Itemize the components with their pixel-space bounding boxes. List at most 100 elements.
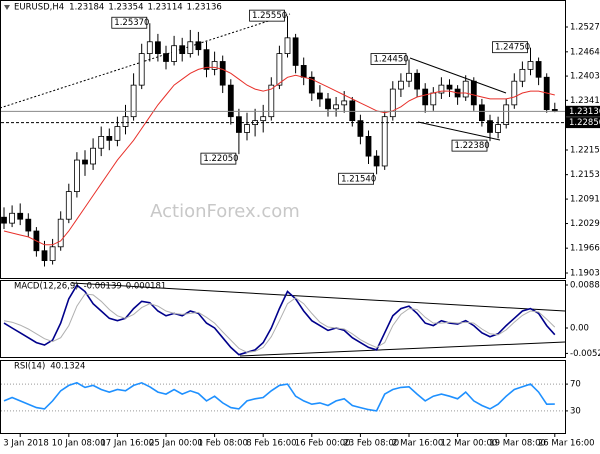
- annotation-box: [370, 53, 407, 65]
- candle-body: [154, 41, 161, 55]
- candle-body: [462, 80, 469, 98]
- macd-trend-line: [239, 341, 566, 357]
- annotation-label: 1.22380: [455, 141, 490, 151]
- candle-body: [365, 135, 372, 157]
- channel-line: [417, 121, 501, 141]
- x-tick-label: 25 Jan 00:00: [149, 439, 203, 449]
- x-tick-label: 2 Mar 16:00: [392, 439, 443, 449]
- candle-body: [211, 61, 218, 70]
- annotation-box: [492, 41, 528, 54]
- y-tick-label: 1.24645: [570, 47, 600, 57]
- channel-line: [409, 57, 507, 94]
- price-level-box: [566, 117, 600, 129]
- candle-body: [25, 218, 32, 232]
- annotation-box: [249, 9, 285, 22]
- candle-body: [203, 49, 210, 70]
- candle-body: [300, 65, 307, 78]
- candle-body: [65, 191, 72, 220]
- candle-body: [422, 88, 429, 106]
- candle-body: [470, 80, 477, 106]
- y-tick-label: 1.22155: [570, 146, 600, 156]
- price-panel: [0, 0, 566, 279]
- candle-body: [98, 135, 105, 149]
- candle-body: [478, 104, 485, 122]
- y-tick-label: 1.19035: [570, 269, 600, 279]
- indicator-title: EURUSD,H4: [14, 3, 64, 13]
- candle-body: [74, 159, 80, 192]
- candle-body: [406, 72, 412, 82]
- candle-body: [90, 147, 96, 165]
- candle-body: [106, 135, 113, 141]
- x-tick-label: 10 Jan 08:00: [52, 439, 106, 449]
- candle-body: [268, 84, 275, 118]
- candle-body: [41, 250, 48, 261]
- y-tick-label: 30: [570, 406, 581, 416]
- candle-body: [138, 53, 145, 86]
- y-tick-label: -0.005233: [570, 349, 600, 359]
- candle-body: [519, 68, 526, 82]
- x-tick-label: 19 Mar 08:00: [489, 439, 546, 449]
- y-tick-label: 1.20290: [570, 219, 600, 229]
- macd-trend-line: [71, 282, 566, 312]
- candle-body: [292, 37, 299, 66]
- candle-body: [1, 216, 7, 224]
- candle-body: [195, 41, 202, 51]
- candle-body: [122, 116, 129, 127]
- header-value: 40.1324: [50, 362, 85, 372]
- candle-body: [373, 155, 380, 167]
- candle-body: [171, 45, 178, 62]
- indicator-line: [3, 381, 555, 412]
- annotation-box: [338, 172, 375, 185]
- y-tick-label: 70: [570, 380, 581, 390]
- header-value: 1.23136: [187, 3, 222, 13]
- header-value: 1.23354: [108, 3, 143, 13]
- x-tick-label: 1 Feb 08:00: [198, 439, 248, 449]
- x-tick-label: 23 Feb 08:00: [343, 439, 399, 449]
- indicator-line: [3, 293, 556, 353]
- candle-body: [527, 61, 534, 70]
- candle-body: [397, 80, 404, 90]
- annotation-box: [451, 139, 488, 152]
- candle-body: [9, 212, 16, 224]
- candle-body: [381, 116, 388, 167]
- candle-body: [130, 84, 137, 118]
- header-value: -0.00139: [84, 282, 122, 292]
- macd-panel: [0, 280, 566, 358]
- candle-body: [49, 246, 56, 261]
- candle-body: [57, 218, 64, 248]
- candle-body: [114, 126, 121, 141]
- candle-body: [487, 120, 493, 133]
- candle-body: [17, 212, 24, 220]
- annotation-label: 1.22050: [203, 154, 238, 164]
- x-tick-label: 12 Mar 00:00: [441, 439, 498, 449]
- header-value: 1.23184: [69, 3, 104, 13]
- price-level-label: 1.22850: [569, 118, 600, 128]
- y-tick-label: 1.24030: [570, 72, 600, 82]
- indicator-title: RSI(14): [14, 362, 45, 372]
- x-tick-label: 16 Feb 00:00: [295, 439, 351, 449]
- indicator-title: MACD(12,26,9): [14, 282, 79, 292]
- candle-body: [357, 120, 364, 137]
- candle-body: [389, 88, 396, 118]
- candle-body: [82, 159, 88, 165]
- price-level-label: 1.23136: [569, 107, 600, 117]
- y-tick-label: 1.19665: [570, 244, 600, 254]
- candle-body: [503, 104, 510, 125]
- y-tick-label: 1.21530: [570, 170, 600, 180]
- header-value: 0.000181: [126, 282, 167, 292]
- candle-body: [146, 41, 153, 55]
- y-tick-label: 1.23415: [570, 96, 600, 106]
- annotation-box: [200, 152, 237, 165]
- candle-body: [511, 80, 518, 106]
- annotation-box: [111, 16, 148, 29]
- candle-body: [284, 37, 291, 55]
- candle-body: [349, 100, 356, 122]
- y-tick-label: 1.20910: [570, 195, 600, 205]
- x-tick-label: 17 Jan 16:00: [100, 439, 154, 449]
- candle-body: [227, 84, 234, 118]
- candle-body: [308, 76, 315, 94]
- annotation-label: 1.24450: [374, 55, 409, 65]
- candle-body: [260, 116, 267, 122]
- candle-body: [446, 84, 453, 90]
